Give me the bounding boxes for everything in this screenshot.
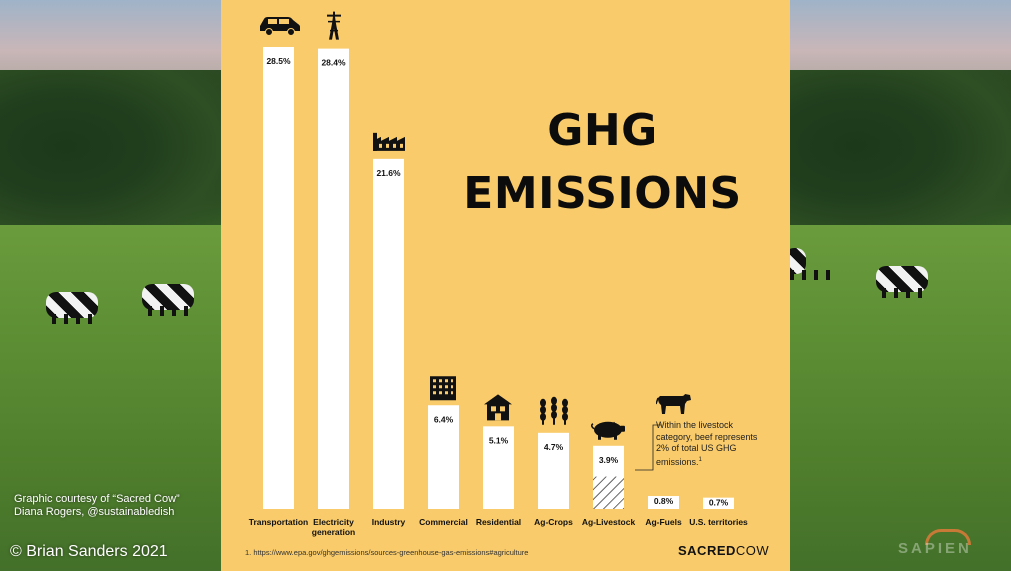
power-tower-icon	[326, 10, 342, 41]
data-label: 0.8%	[654, 496, 674, 506]
sacred-cow-logo: SACREDCOW	[678, 543, 769, 558]
bar-ag-crops	[538, 432, 569, 509]
cow-figure	[142, 284, 194, 316]
category-label: Ag-Livestock	[582, 517, 636, 527]
data-label: 0.7%	[709, 498, 729, 508]
data-label: 6.4%	[434, 414, 454, 424]
source-footnote: 1. https://www.epa.gov/ghgemissions/sour…	[245, 548, 529, 557]
data-label: 28.5%	[266, 56, 291, 66]
category-label: Ag-Crops	[534, 517, 573, 527]
category-label: Transportation	[249, 517, 309, 527]
wheat-icon	[539, 395, 569, 426]
poster-title-line2: EMISSIONS	[463, 168, 742, 219]
cow-figure	[876, 266, 928, 298]
beef-annotation: Within the livestock category, beef repr…	[656, 420, 768, 468]
poster-title-line1: GHG	[547, 105, 658, 156]
data-label: 28.4%	[321, 58, 346, 68]
pig-icon	[590, 421, 626, 441]
bar-commercial	[428, 405, 459, 509]
beef-annotation-text: Within the livestock category, beef repr…	[656, 420, 758, 467]
data-label: 4.7%	[544, 442, 564, 452]
data-label: 21.6%	[376, 168, 401, 178]
emissions-bar-chart: 28.5% Transportation 28.4% Electricitygener…	[249, 10, 748, 537]
bar-transportation	[263, 47, 294, 509]
bar-industry	[373, 158, 404, 509]
category-label: Electricity	[313, 517, 354, 527]
category-label: Residential	[476, 517, 521, 527]
data-label: 3.9%	[599, 455, 619, 465]
graphic-credit-line1: Graphic courtesy of “Sacred Cow”	[14, 493, 180, 505]
bar-ag-fuels	[648, 496, 679, 509]
annotation-leader-line	[635, 424, 661, 471]
footnote-ref: 1	[698, 456, 702, 463]
brand-watermark: SAPIEN	[898, 540, 972, 557]
cow-icon	[655, 392, 692, 421]
copyright-text: © Brian Sanders 2021	[10, 543, 168, 560]
background-photo-right	[790, 0, 1011, 571]
category-label: generation	[312, 527, 355, 537]
bar-residential	[483, 426, 514, 509]
cow-figure	[790, 248, 830, 280]
bar-electricity-generation	[318, 48, 349, 509]
category-label: U.S. territories	[689, 517, 748, 527]
data-label: 5.1%	[489, 435, 509, 445]
car-icon	[259, 16, 301, 36]
logo-cow: COW	[735, 543, 770, 558]
category-label: Commercial	[419, 517, 468, 527]
cow-figure	[46, 292, 98, 324]
bar-u-s-territories	[703, 497, 734, 509]
factory-icon	[373, 132, 405, 151]
bar-segment-beef	[593, 476, 624, 509]
category-label: Ag-Fuels	[645, 517, 682, 527]
logo-sacred: SACRED	[678, 543, 736, 558]
category-label: Industry	[372, 517, 406, 527]
office-building-icon	[430, 376, 456, 401]
house-icon	[484, 394, 512, 421]
background-photo-left	[0, 0, 221, 571]
graphic-credit-line2: Diana Rogers, @sustainabledish	[14, 506, 175, 518]
